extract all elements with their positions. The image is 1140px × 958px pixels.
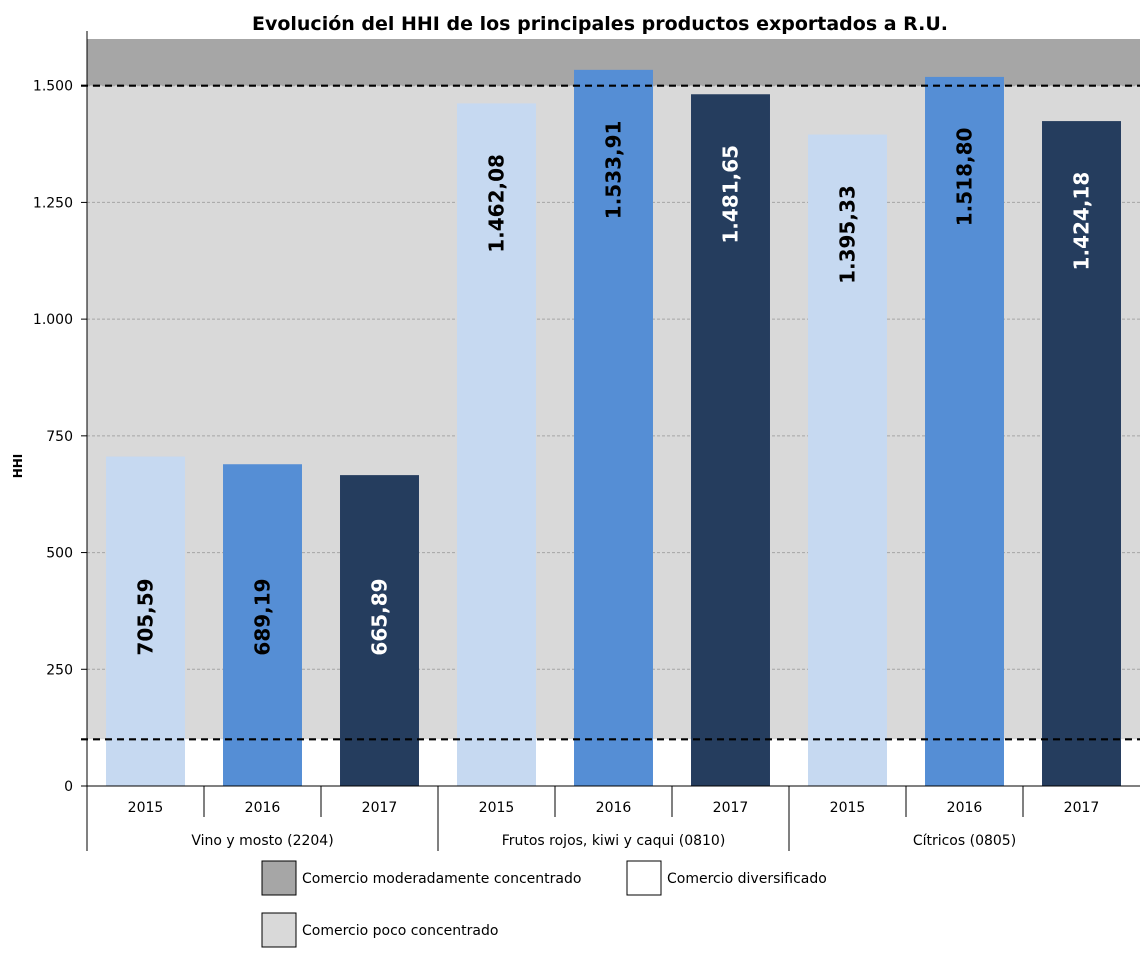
x-tick-label: 2015 (128, 800, 164, 816)
bar-0-2017 (340, 475, 419, 786)
legend-label: Comercio diversificado (667, 871, 827, 887)
x-tick-label: 2016 (245, 800, 281, 816)
bar-0-2015 (106, 456, 185, 786)
legend: Comercio moderadamente concentrado Comerc… (261, 860, 827, 948)
data-label: 1.481,65 (719, 145, 743, 244)
plot-area: 705,59 689,19 665,89 1.462,08 1.533,91 1.481,… (33, 31, 1140, 851)
data-label: 1.395,33 (836, 185, 860, 284)
bar-1-2017 (691, 94, 770, 787)
legend-label: Comercio moderadamente concentrado (302, 871, 581, 887)
x-tick-label: 2017 (1064, 800, 1100, 816)
y-tick-label: 250 (46, 662, 73, 678)
x-tick-label: 2017 (362, 800, 398, 816)
bar-2-2015 (808, 134, 887, 787)
bar-2-2016 (925, 76, 1004, 786)
bar-2-2017 (1042, 121, 1121, 787)
bar-1-2015 (457, 103, 536, 786)
legend-label: Comercio poco concentrado (302, 923, 498, 939)
legend-swatch (261, 912, 297, 948)
y-tick-label: 750 (46, 429, 73, 445)
legend-swatch (261, 860, 297, 896)
group-label: Cítricos (0805) (913, 833, 1016, 849)
data-label: 1.533,91 (602, 121, 626, 220)
data-label: 1.424,18 (1070, 172, 1094, 271)
y-tick-label: 1.500 (33, 79, 73, 95)
x-tick-label: 2017 (713, 800, 749, 816)
y-tick-label: 500 (46, 546, 73, 562)
y-tick-label: 1.000 (33, 312, 73, 328)
bar-0-2016 (223, 464, 302, 786)
data-label: 705,59 (134, 578, 158, 655)
y-tick-label: 0 (64, 779, 73, 795)
chart-title: Evolución del HHI de los principales pro… (252, 13, 948, 35)
data-label: 665,89 (368, 578, 392, 655)
y-axis-label: HHI (11, 454, 25, 479)
group-label: Frutos rojos, kiwi y caqui (0810) (502, 833, 726, 849)
x-tick-label: 2015 (830, 800, 866, 816)
data-label: 1.518,80 (953, 128, 977, 227)
data-label: 689,19 (251, 578, 275, 655)
bar-1-2016 (574, 69, 653, 786)
legend-swatch (626, 860, 662, 896)
data-label: 1.462,08 (485, 154, 509, 253)
y-tick-label: 1.250 (33, 195, 73, 211)
x-tick-label: 2015 (479, 800, 515, 816)
x-tick-label: 2016 (596, 800, 632, 816)
x-tick-label: 2016 (947, 800, 983, 816)
group-label: Vino y mosto (2204) (191, 833, 333, 849)
